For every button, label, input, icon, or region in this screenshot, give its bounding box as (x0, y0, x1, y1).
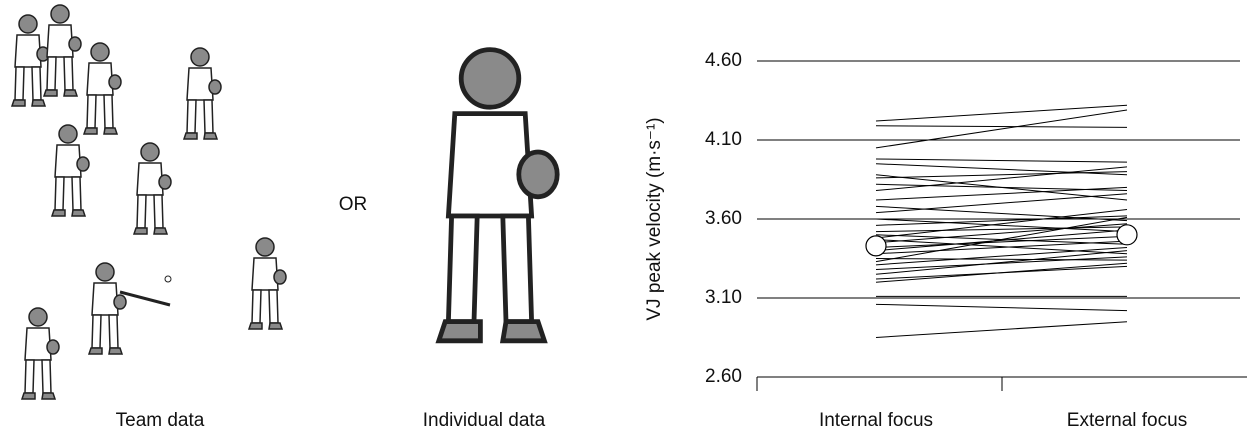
subject-line (875, 158, 1128, 163)
team-illustration (11, 4, 287, 400)
mean-marker (865, 235, 887, 257)
subject-line (875, 171, 1128, 179)
player-icon (43, 4, 82, 97)
ball (164, 275, 172, 283)
subject-line (875, 240, 1128, 255)
subject-line (875, 209, 1128, 239)
subject-line (875, 246, 1128, 266)
subject-line (875, 226, 1128, 233)
player-icon (21, 307, 60, 400)
subject-line (875, 229, 1128, 252)
subject-line (875, 216, 1128, 263)
subject-line (875, 193, 1128, 214)
player-icon (83, 42, 122, 135)
y-tick-label: 2.60 (705, 366, 742, 387)
y-tick-label: 4.60 (705, 50, 742, 71)
subject-line (875, 223, 1128, 244)
subject-line (875, 303, 1128, 312)
player-icon (439, 50, 557, 341)
subject-line (875, 215, 1128, 226)
individual-illustration (439, 50, 557, 341)
panel-label: OR (339, 194, 368, 215)
player-icon (51, 124, 90, 217)
subject-line (875, 163, 1128, 176)
subject-line (875, 218, 1128, 233)
subject-line (875, 239, 1128, 255)
y-tick-label: 3.60 (705, 208, 742, 229)
x-tick-label: External focus (1067, 410, 1187, 431)
bat (119, 290, 171, 307)
panel-label: Team data (116, 410, 205, 431)
subject-line (875, 109, 1128, 149)
plot: 2.60 3.10 3.60 4.10 4.60 Internal focus Extern… (705, 50, 1247, 431)
subject-line (875, 104, 1128, 122)
y-tick-label: 4.10 (705, 129, 742, 150)
subject-line (875, 262, 1128, 283)
mean-marker (1116, 224, 1138, 246)
x-tick-label: Internal focus (819, 410, 933, 431)
panel-label: Individual data (423, 410, 546, 431)
y-axis-title: VJ peak velocity (m·s⁻¹) (644, 117, 665, 320)
y-tick-label: 3.10 (705, 287, 742, 308)
subject-line (875, 321, 1128, 338)
subject-line (875, 250, 1128, 275)
subject-line (875, 256, 1128, 271)
subject-line (875, 235, 1128, 248)
subject-line (875, 258, 1128, 261)
subject-line (875, 166, 1128, 192)
subject-line (875, 125, 1128, 128)
player-icon (133, 142, 172, 235)
player-icon (183, 47, 222, 140)
subject-line (875, 205, 1128, 222)
player-icon (88, 262, 127, 355)
player-icon (248, 237, 287, 330)
player-icon (11, 14, 50, 107)
subject-line (875, 186, 1128, 201)
